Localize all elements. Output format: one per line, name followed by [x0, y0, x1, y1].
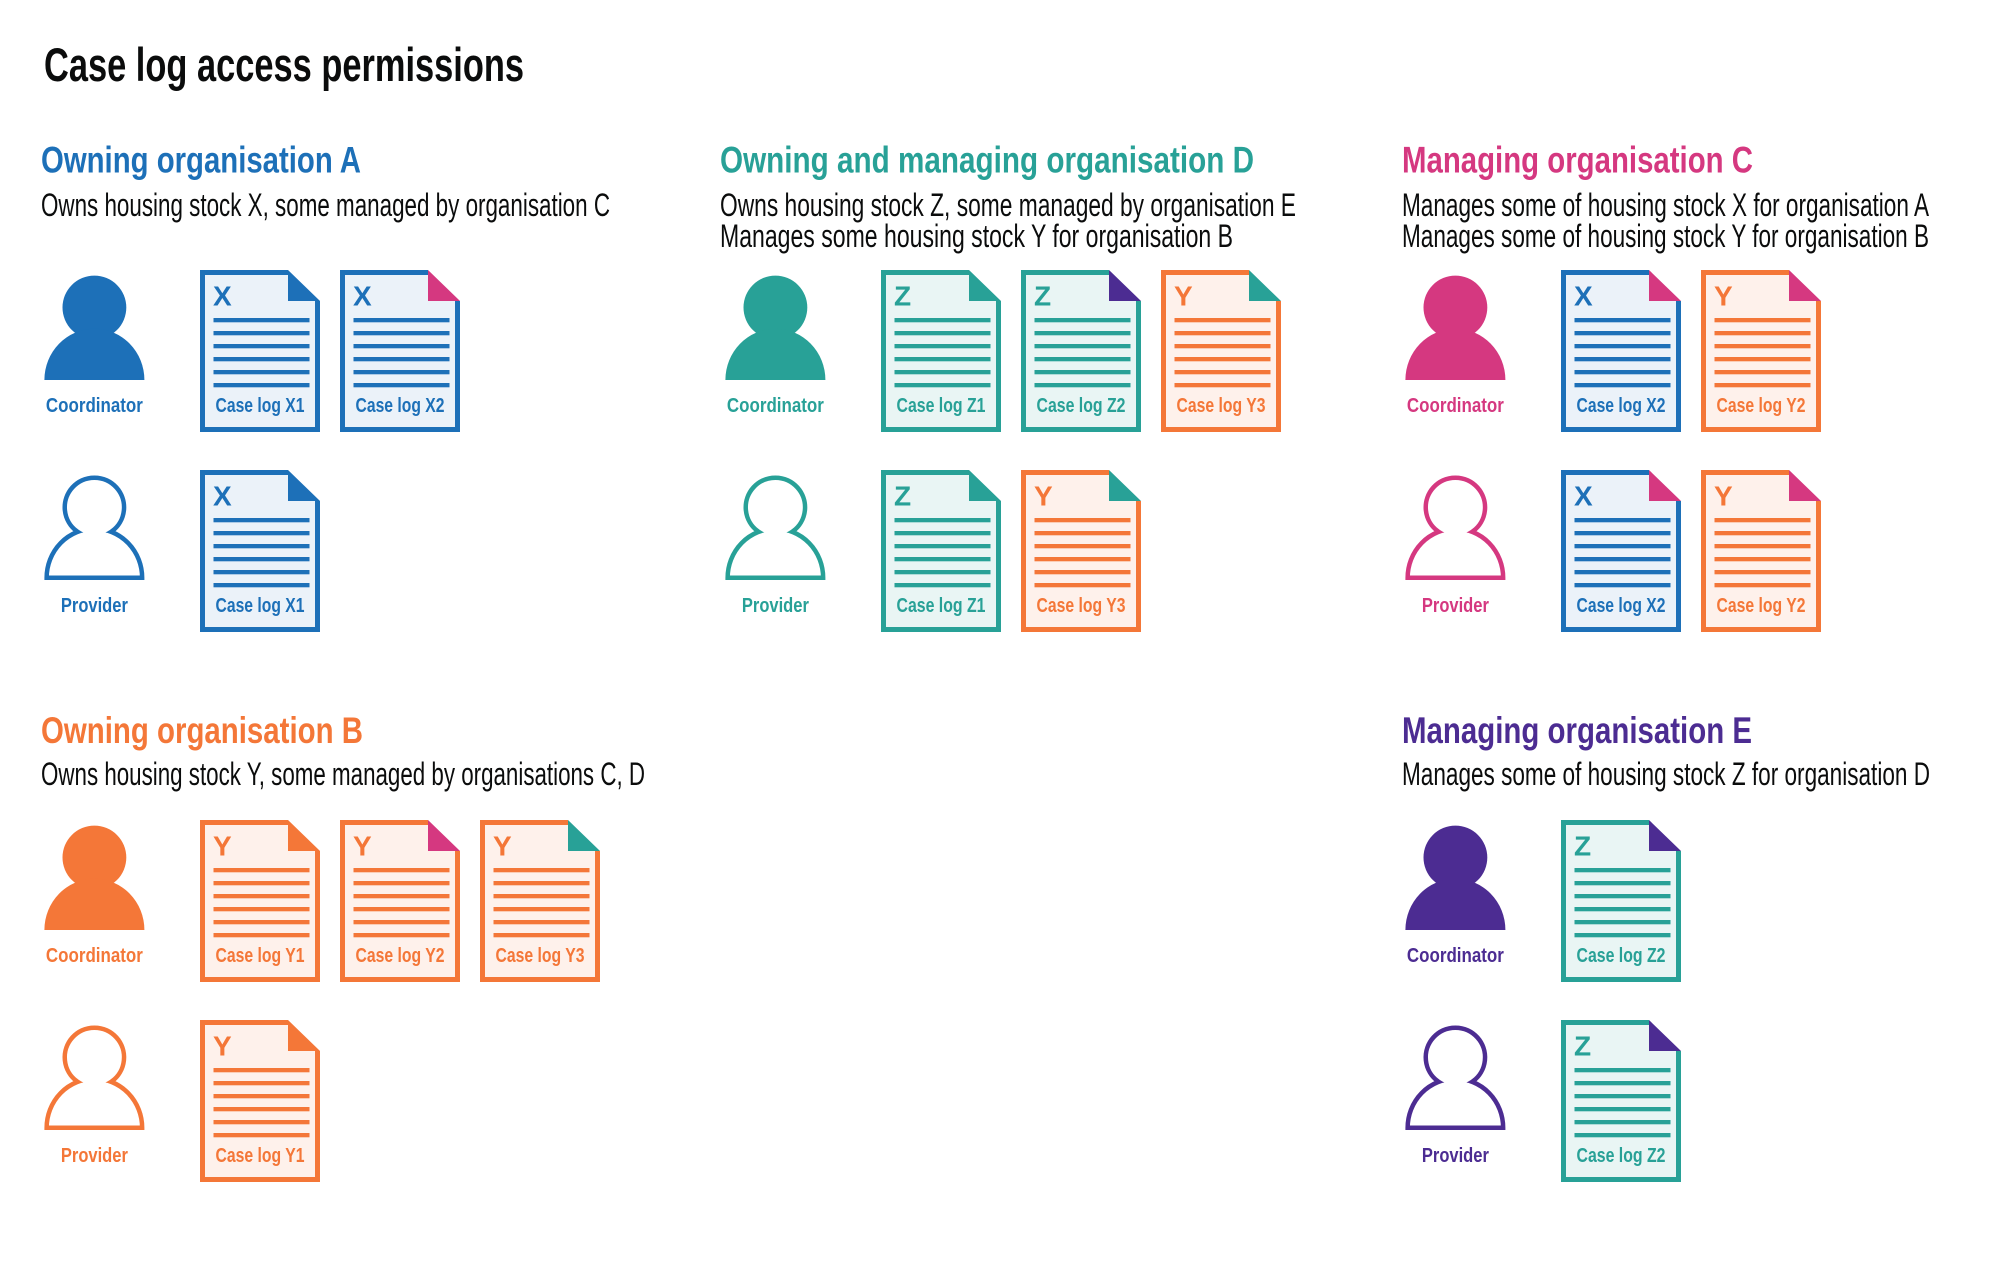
svg-text:Case log Y3: Case log Y3 [1177, 395, 1266, 417]
svg-text:Case log Y3: Case log Y3 [496, 945, 585, 967]
svg-text:Case log Z2: Case log Z2 [1577, 1145, 1666, 1167]
svg-text:Coordinator: Coordinator [1407, 945, 1504, 967]
svg-text:Manages some of housing stock: Manages some of housing stock Z for orga… [1402, 756, 1930, 792]
svg-text:Y: Y [353, 831, 372, 862]
svg-text:Coordinator: Coordinator [46, 395, 143, 417]
svg-text:Case log Z1: Case log Z1 [897, 595, 986, 617]
svg-text:Provider: Provider [1422, 1145, 1489, 1167]
svg-text:Provider: Provider [61, 595, 128, 617]
svg-text:Z: Z [1574, 1031, 1591, 1062]
svg-text:Coordinator: Coordinator [1407, 395, 1504, 417]
svg-text:Case log Z2: Case log Z2 [1037, 395, 1126, 417]
svg-text:Owns housing stock Z, some man: Owns housing stock Z, some managed by or… [720, 187, 1296, 223]
svg-text:Y: Y [213, 1031, 232, 1062]
svg-text:Owning organisation B: Owning organisation B [41, 710, 363, 751]
svg-text:X: X [213, 481, 232, 512]
svg-text:Case log access permissions: Case log access permissions [44, 38, 524, 91]
svg-text:Owning organisation A: Owning organisation A [41, 140, 361, 181]
svg-text:Case log X2: Case log X2 [356, 395, 445, 417]
svg-text:Owning and managing organisati: Owning and managing organisation D [720, 140, 1254, 181]
svg-text:Case log Y2: Case log Y2 [1717, 395, 1806, 417]
svg-text:Case log X1: Case log X1 [216, 395, 305, 417]
svg-text:Case log Y1: Case log Y1 [216, 1145, 305, 1167]
svg-text:Case log X2: Case log X2 [1577, 395, 1666, 417]
svg-text:Y: Y [493, 831, 512, 862]
svg-text:Provider: Provider [1422, 595, 1489, 617]
svg-text:Manages some of housing stock: Manages some of housing stock Y for orga… [1402, 218, 1929, 254]
svg-text:Owns housing stock X, some man: Owns housing stock X, some managed by or… [41, 187, 610, 223]
svg-text:Managing organisation E: Managing organisation E [1402, 710, 1752, 751]
svg-text:Case log Y2: Case log Y2 [1717, 595, 1806, 617]
svg-text:Case log X1: Case log X1 [216, 595, 305, 617]
svg-text:Y: Y [1714, 481, 1733, 512]
svg-text:Z: Z [894, 281, 911, 312]
svg-text:X: X [1574, 481, 1593, 512]
svg-text:Owns housing stock Y, some man: Owns housing stock Y, some managed by or… [41, 756, 645, 792]
svg-text:Coordinator: Coordinator [727, 395, 824, 417]
svg-text:Coordinator: Coordinator [46, 945, 143, 967]
svg-text:Y: Y [213, 831, 232, 862]
svg-text:Case log X2: Case log X2 [1577, 595, 1666, 617]
svg-text:Case log Z2: Case log Z2 [1577, 945, 1666, 967]
svg-text:Provider: Provider [61, 1145, 128, 1167]
svg-text:Case log Z1: Case log Z1 [897, 395, 986, 417]
svg-text:Manages some housing stock Y f: Manages some housing stock Y for organis… [720, 218, 1233, 254]
svg-text:Y: Y [1034, 481, 1053, 512]
svg-text:Z: Z [1034, 281, 1051, 312]
svg-text:Case log Y2: Case log Y2 [356, 945, 445, 967]
svg-text:Z: Z [894, 481, 911, 512]
svg-text:Case log Y3: Case log Y3 [1037, 595, 1126, 617]
svg-text:X: X [1574, 281, 1593, 312]
svg-text:Case log Y1: Case log Y1 [216, 945, 305, 967]
svg-text:X: X [213, 281, 232, 312]
svg-text:Y: Y [1714, 281, 1733, 312]
svg-text:Y: Y [1174, 281, 1193, 312]
svg-text:Managing organisation C: Managing organisation C [1402, 140, 1753, 181]
svg-text:Provider: Provider [742, 595, 809, 617]
svg-text:Z: Z [1574, 831, 1591, 862]
svg-text:X: X [353, 281, 372, 312]
svg-text:Manages some of housing stock: Manages some of housing stock X for orga… [1402, 187, 1929, 223]
